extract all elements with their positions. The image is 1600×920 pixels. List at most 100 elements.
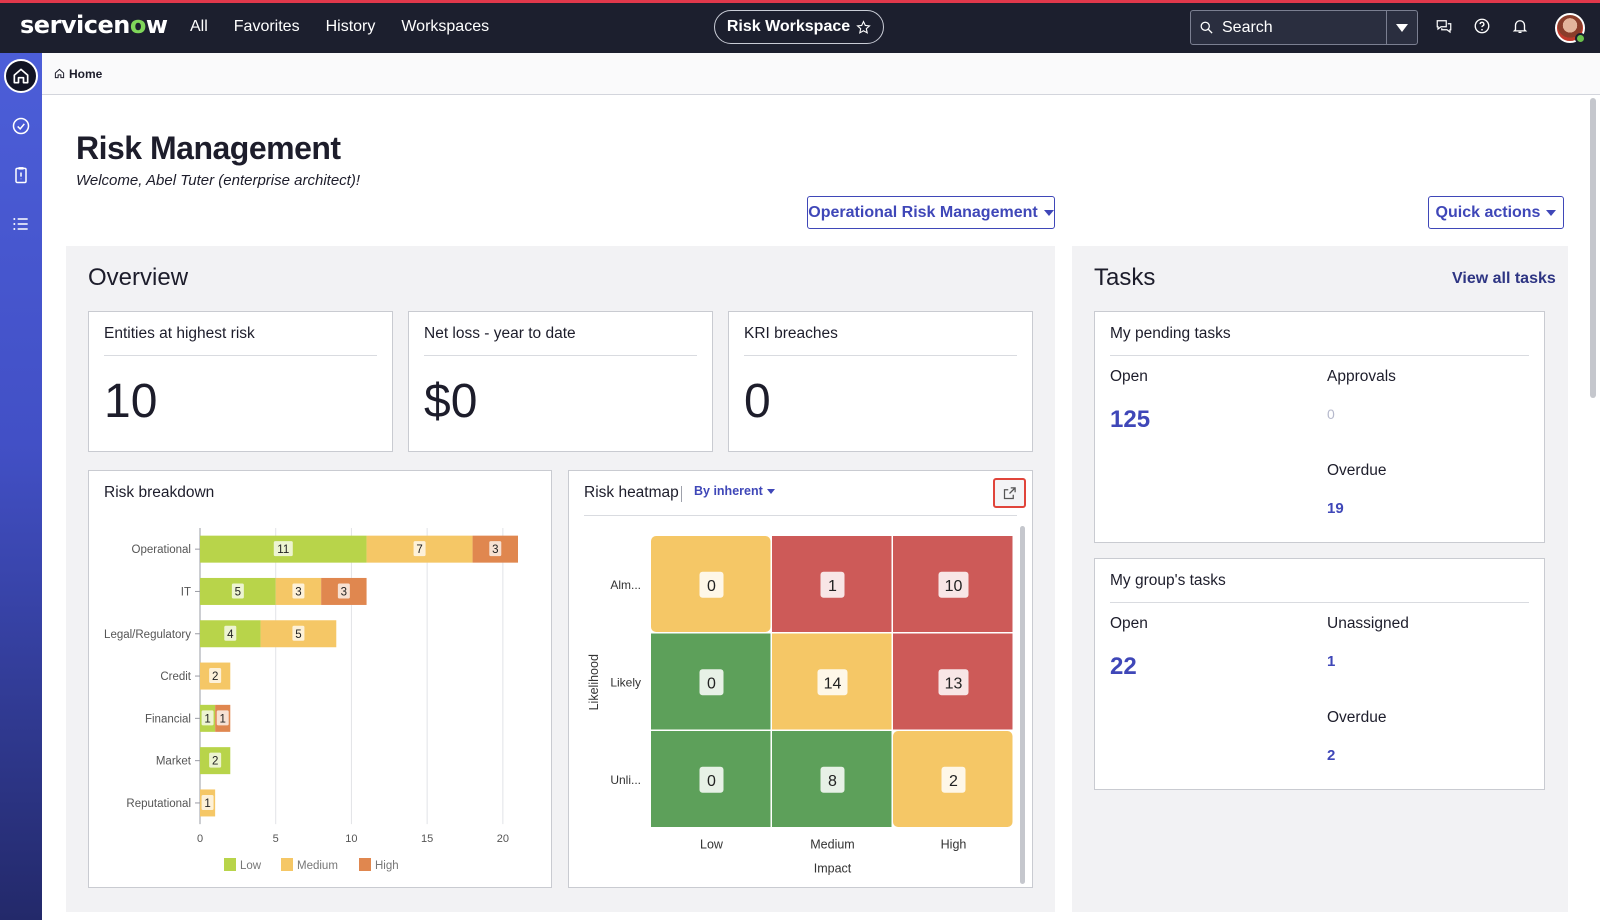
risk-heatmap-title: Risk heatmap — [584, 484, 679, 501]
kri-breaches-card[interactable]: KRI breaches 0 — [728, 311, 1033, 452]
tasks-title: Tasks — [1094, 264, 1156, 291]
y-tick-label: Credit — [160, 671, 191, 683]
left-sidebar — [0, 53, 42, 920]
nav-history[interactable]: History — [325, 18, 376, 35]
heatmap-value: 8 — [828, 773, 837, 790]
heatmap-value: 14 — [824, 675, 842, 692]
nav-favorites[interactable]: Favorites — [233, 18, 300, 35]
heatmap-filter-label: By inherent — [694, 484, 763, 498]
divider — [424, 355, 697, 356]
divider — [584, 515, 1017, 516]
data-label: 2 — [212, 671, 218, 683]
global-search[interactable]: Search — [1190, 10, 1418, 45]
user-avatar[interactable] — [1555, 13, 1586, 44]
group-overdue-label: Overdue — [1327, 709, 1387, 726]
quick-actions-button[interactable]: Quick actions — [1428, 196, 1564, 229]
workspace-pill[interactable]: Risk Workspace — [714, 10, 884, 44]
servicenow-logo[interactable]: servicenow — [20, 11, 168, 39]
pending-open-count[interactable]: 125 — [1110, 406, 1151, 433]
group-unassigned-count[interactable]: 1 — [1327, 653, 1336, 670]
help-icon[interactable] — [1473, 17, 1491, 35]
nav-workspaces[interactable]: Workspaces — [401, 18, 490, 35]
heatmap-value-badge — [938, 669, 969, 696]
legend-label-high: High — [375, 860, 399, 872]
page-title: Risk Management — [76, 130, 341, 166]
open-in-new-button[interactable] — [993, 478, 1026, 508]
operational-risk-dropdown[interactable]: Operational Risk Management — [807, 196, 1055, 229]
heatmap-x-axis-title: Impact — [814, 862, 852, 876]
x-tick-label: 5 — [273, 833, 279, 845]
heatmap-scrollbar[interactable] — [1020, 526, 1025, 884]
top-navigation-bar: servicenow All Favorites History Workspa… — [0, 0, 1600, 53]
heatmap-value: 10 — [945, 578, 963, 595]
heatmap-col-label: Low — [700, 838, 724, 852]
risk-breakdown-title: Risk breakdown — [104, 484, 215, 501]
sidebar-clipboard-button[interactable] — [4, 158, 38, 192]
heatmap-value-badge — [941, 766, 966, 793]
search-placeholder: Search — [1222, 18, 1273, 36]
x-tick-label: 15 — [421, 833, 433, 845]
welcome-message: Welcome, Abel Tuter (enterprise architec… — [76, 172, 360, 189]
heatmap-value: 1 — [828, 578, 837, 595]
caret-down-icon — [1043, 209, 1054, 216]
chat-icon[interactable] — [1435, 17, 1453, 35]
heatmap-value-badge — [938, 571, 969, 598]
risk-heatmap-chart: Alm... 0 1 10 Likely 0 14 13 Unli... 0 8 2 Low Medium… — [587, 536, 1013, 876]
sidebar-list-button[interactable] — [4, 207, 38, 241]
divider — [1110, 602, 1529, 603]
heatmap-value: 0 — [707, 578, 716, 595]
legend-swatch-high — [359, 858, 371, 871]
chevron-down-icon — [1396, 23, 1408, 32]
card-label: KRI breaches — [744, 325, 838, 342]
home-icon — [13, 68, 29, 84]
top-icon-group — [1435, 17, 1529, 35]
data-label: 3 — [341, 586, 347, 598]
home-icon — [54, 68, 65, 79]
y-tick-label: Reputational — [126, 798, 191, 810]
pending-approvals-label: Approvals — [1327, 368, 1396, 385]
search-input[interactable]: Search — [1191, 11, 1387, 44]
heatmap-value-badge — [699, 766, 724, 793]
heatmap-value: 0 — [707, 675, 716, 692]
overview-title: Overview — [88, 264, 189, 291]
page-scrollbar[interactable] — [1590, 98, 1596, 398]
bell-icon[interactable] — [1511, 17, 1529, 35]
caret-down-icon — [766, 488, 775, 494]
x-tick-label: 20 — [497, 833, 509, 845]
group-overdue-count[interactable]: 2 — [1327, 747, 1336, 764]
data-label: 5 — [295, 629, 301, 641]
data-label-bg — [201, 710, 214, 726]
data-label-bg — [292, 625, 305, 641]
sidebar-home-button[interactable] — [4, 59, 38, 93]
data-label: 4 — [227, 629, 234, 641]
group-open-count[interactable]: 22 — [1110, 653, 1137, 680]
divider — [1110, 355, 1529, 356]
view-all-tasks-link[interactable]: View all tasks — [1452, 270, 1556, 287]
legend-swatch-medium — [281, 858, 293, 871]
heatmap-value-badge — [820, 766, 845, 793]
star-icon[interactable] — [856, 19, 871, 35]
y-tick-label: Market — [156, 756, 192, 768]
entities-highest-risk-card[interactable]: Entities at highest risk 10 — [88, 311, 393, 452]
heatmap-row-label: Likely — [610, 675, 641, 689]
search-scope-dropdown[interactable] — [1387, 23, 1417, 32]
x-tick-label: 0 — [197, 833, 203, 845]
operational-risk-label: Operational Risk Management — [808, 203, 1038, 221]
y-tick-label: Financial — [145, 713, 191, 725]
pending-overdue-count[interactable]: 19 — [1327, 500, 1344, 517]
check-circle-icon — [12, 117, 30, 135]
heatmap-filter-dropdown[interactable]: By inherent — [694, 484, 775, 498]
sidebar-tasks-button[interactable] — [4, 109, 38, 143]
legend-swatch-low — [224, 858, 236, 871]
quick-actions-label: Quick actions — [1435, 203, 1541, 221]
card-value: 10 — [104, 375, 158, 428]
nav-all[interactable]: All — [190, 18, 208, 35]
y-tick-label: IT — [181, 586, 191, 598]
breadcrumb-home[interactable]: Home — [69, 66, 103, 81]
card-label: Net loss - year to date — [424, 325, 576, 342]
card-value: $0 — [424, 375, 478, 428]
heatmap-row-label: Unli... — [610, 773, 641, 787]
heatmap-value-badge — [699, 669, 724, 696]
net-loss-card[interactable]: Net loss - year to date $0 — [408, 311, 713, 452]
my-pending-tasks-card: My pending tasks Open 125 Approvals 0 Ov… — [1094, 311, 1545, 543]
